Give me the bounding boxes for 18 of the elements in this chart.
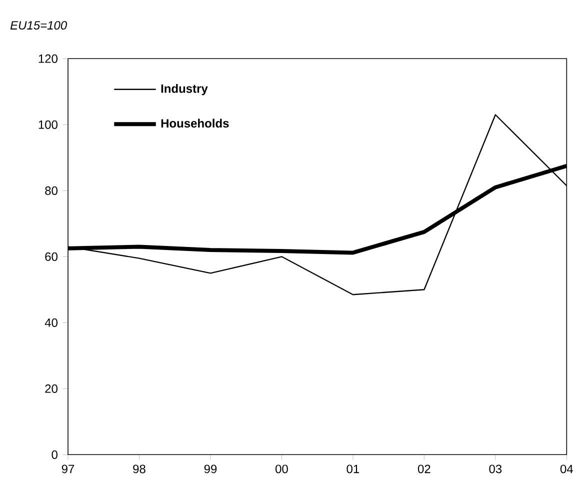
legend-label: Industry — [161, 84, 208, 96]
x-tick-label: 04 — [560, 464, 573, 474]
y-tick-label: 120 — [38, 54, 58, 63]
y-tick-label: 80 — [45, 186, 58, 195]
x-tick-label: 02 — [418, 464, 430, 474]
y-tick-label: 20 — [45, 384, 58, 393]
x-tick-label: 99 — [204, 464, 217, 474]
x-tick-label: 97 — [62, 464, 74, 474]
x-tick-label: 01 — [346, 464, 360, 474]
legend-label: Households — [161, 118, 229, 128]
y-tick-label: 0 — [52, 450, 58, 459]
y-tick-label: 40 — [44, 318, 58, 327]
x-tick-label: 98 — [133, 464, 146, 474]
x-tick-label: 03 — [489, 464, 502, 474]
x-tick-label: 00 — [275, 464, 288, 474]
y-tick-label: 100 — [38, 120, 58, 129]
chart-title: EU15=100 — [10, 21, 67, 30]
y-tick-label: 60 — [45, 252, 58, 261]
